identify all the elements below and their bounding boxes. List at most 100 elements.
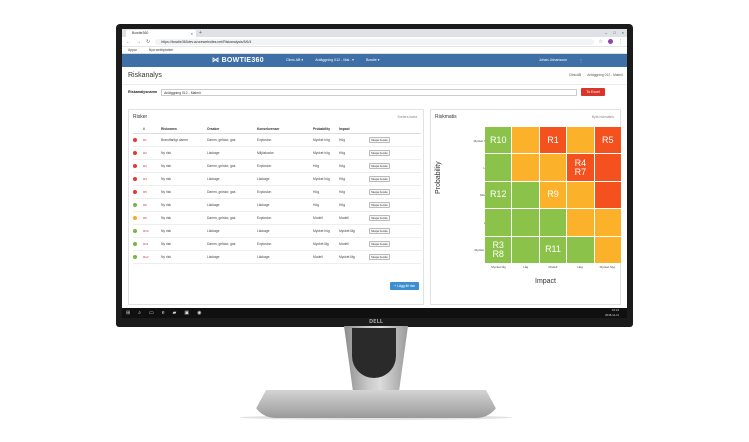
close-window-icon[interactable]: × [621,30,624,35]
create-bowtie-button[interactable]: Skapa bowtie [369,175,390,182]
matrix-cell[interactable] [594,154,621,181]
matrix-cell[interactable] [567,209,594,236]
matrix-cell[interactable]: R12 [485,181,512,209]
create-bowtie-button[interactable]: Skapa bowtie [369,149,390,156]
cell-name[interactable]: Ny risk [161,224,207,238]
matrix-cell[interactable] [539,209,567,236]
cell-name[interactable]: Ny risk [161,172,207,186]
column-header[interactable]: # [143,125,161,134]
nav-company[interactable]: Clinic AB ▾ [286,58,304,62]
matrix-cell[interactable] [594,209,621,236]
bookmark-star-icon[interactable]: ☆ [598,38,603,45]
new-tab-icon[interactable]: + [199,30,202,36]
create-bowtie-button[interactable]: Skapa bowtie [369,240,390,247]
app-logo[interactable]: ⋈ BOWTIE360 [212,54,264,67]
matrix-cell[interactable] [512,154,539,181]
export-button[interactable]: To Excel [581,88,606,96]
profile-avatar[interactable] [608,39,613,44]
edge-icon[interactable]: e [161,310,165,316]
matrix-cell[interactable] [485,154,512,181]
table-row[interactable]: R6 Ny risk Läckage Läckage Hög Hög Skapa bowti… [133,198,421,212]
table-row[interactable]: R1 Brandfarligt damm Damm, gnistor, gas Exp… [133,133,421,147]
table-row[interactable]: R11 Ny risk Damm, gnistor, gas Explosion Myc… [133,237,421,251]
cell-name[interactable]: Ny risk [161,159,207,173]
task-view-icon[interactable]: ▭ [149,310,154,316]
site-link[interactable]: Anläggning 012 - Malmö [587,73,623,77]
address-bar[interactable]: https://bowtie360dev.azurewebsites.net/R… [155,38,594,45]
file-explorer-icon[interactable]: ▰ [172,310,177,316]
table-row[interactable]: R3 Ny risk Damm, gnistor, gas Explosion Hög H… [133,159,421,173]
matrix-cell[interactable] [539,154,567,181]
matrix-cell[interactable] [512,127,539,154]
minimize-icon[interactable]: – [605,30,608,35]
cell-name[interactable]: Ny risk [161,185,207,199]
search-icon[interactable]: ⌕ [138,310,142,316]
back-icon[interactable]: ← [126,38,131,45]
user-name[interactable]: Johan Johansson [538,58,567,62]
matrix-cell[interactable] [594,181,621,209]
cell-name[interactable]: Ny risk [161,237,207,251]
table-row[interactable]: R2 Ny risk Läckage Miljöskador Mycket hög Hög… [133,146,421,160]
create-bowtie-button[interactable]: Skapa bowtie [369,201,390,208]
browser-tab[interactable]: Bowtie360 × [126,30,196,37]
browser-menu-icon[interactable]: ⋮ [618,38,623,45]
matrix-cell[interactable] [567,127,594,154]
app-nav: Clinic AB ▾ Anläggning 012 - Mal.. ▾ Bow… [286,54,380,67]
table-row[interactable]: R5 Ny risk Damm, gnistor, gas Explosion Hög H… [133,185,421,199]
matrix-cell[interactable] [594,236,621,263]
matrix-cell[interactable]: R9 [539,181,567,209]
forward-icon[interactable]: → [136,38,141,45]
bookmark-item[interactable]: Appar [128,48,137,52]
windows-start-icon[interactable]: ⊞ [126,310,131,316]
matrix-cell[interactable] [512,181,539,209]
column-header[interactable]: Orsaker [207,125,257,134]
create-bowtie-button[interactable]: Skapa bowtie [369,227,390,234]
app-menu-icon[interactable]: ⋮ [579,58,583,63]
column-header[interactable] [133,125,143,134]
cell-name[interactable]: Ny risk [161,198,207,212]
matrix-toggle[interactable]: Byta riskmatris [591,115,614,119]
table-row[interactable]: R4 Ny risk Läckage Läckage Mycket hög Hög Skap… [133,172,421,186]
reload-icon[interactable]: ↻ [146,38,151,45]
matrix-cell[interactable] [485,209,512,236]
table-row[interactable]: R12 Ny risk Läckage Läckage Modell Mycket låg… [133,250,421,264]
cell-name[interactable]: Ny risk [161,211,207,225]
matrix-cell[interactable]: R4 R7 [567,154,594,181]
matrix-cell[interactable]: R5 [594,127,621,154]
matrix-cell[interactable]: R1 [539,127,567,154]
matrix-cell[interactable] [512,209,539,236]
nav-bowtie[interactable]: Bowtie ▾ [365,58,380,62]
taskbar-clock[interactable]: 16:24 2018-11-11 [605,308,619,318]
chrome-icon[interactable]: ◉ [197,310,202,316]
matrix-cell[interactable] [567,181,594,209]
store-icon[interactable]: ▣ [184,310,190,316]
column-header[interactable]: Probability [313,125,339,134]
close-tab-icon[interactable]: × [190,31,193,36]
matrix-cell[interactable]: R3 R8 [485,236,512,263]
analysis-name-input[interactable]: Anläggning 012 - Malmö [161,88,578,96]
risk-level-dot [133,254,137,259]
create-bowtie-button[interactable]: Skapa bowtie [369,162,390,169]
add-risk-button[interactable]: + Lägg till risk [390,282,419,290]
cell-name[interactable]: Brandfarligt damm [161,133,207,147]
table-row[interactable]: R10 Ny risk Läckage Läckage Mycket hög Mycket… [133,224,421,238]
table-row[interactable]: R9 Ny risk Damm, gnistor, gas Explosion Mode… [133,211,421,225]
maximize-icon[interactable]: □ [613,30,616,35]
create-bowtie-button[interactable]: Skapa bowtie [369,136,390,143]
cell-name[interactable]: Ny risk [161,146,207,160]
risks-toggle[interactable]: Sortera karta [397,115,417,119]
matrix-cell[interactable]: R11 [539,236,567,263]
clinic-link[interactable]: ClinicAB [568,73,582,77]
matrix-cell[interactable] [512,236,539,263]
cell-name[interactable]: Ny risk [161,250,207,264]
column-header[interactable]: Risknamn [161,125,207,134]
create-bowtie-button[interactable]: Skapa bowtie [369,253,390,260]
create-bowtie-button[interactable]: Skapa bowtie [369,214,390,221]
column-header[interactable]: Konsekvenser [257,125,313,134]
nav-site[interactable]: Anläggning 012 - Mal.. ▾ [315,58,354,62]
matrix-cell[interactable]: R10 [485,127,512,154]
bookmark-item[interactable]: Nya webbplatser [148,48,174,52]
matrix-cell[interactable] [567,236,594,263]
column-header[interactable]: Impact [339,125,369,134]
create-bowtie-button[interactable]: Skapa bowtie [369,188,390,195]
